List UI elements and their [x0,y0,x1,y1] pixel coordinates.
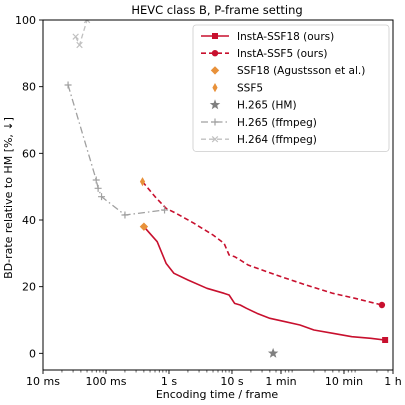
legend-box [192,24,390,152]
legend-entry-1: InstA-SSF5 (ours) [201,48,328,60]
legend-label-2: SSF18 (Agustsson et al.) [237,65,365,77]
chart-title: HEVC class B, P-frame setting [131,3,302,17]
legend: InstA-SSF18 (ours) InstA-SSF5 (ours) SSF18… [192,24,390,152]
legend-label-5: H.265 (ffmpeg) [237,117,317,129]
legend-label-6: H.264 (ffmpeg) [237,134,317,146]
data-point-5-2 [94,184,102,192]
legend-marker-4 [209,99,221,110]
x-axis-label: Encoding time / frame [156,388,279,401]
y-axis-label: BD-rate relative to HM [%, ↓] [2,117,15,279]
legend-entry-3: SSF5 [212,82,263,94]
data-point-4-0 [267,347,279,358]
series-end-marker-1 [378,301,386,309]
legend-entry-0: InstA-SSF18 (ours) [201,31,334,43]
data-point-5-3 [98,193,106,201]
legend-label-3: SSF5 [237,82,263,94]
series-end-marker-0 [382,337,389,343]
data-point-6-0 [72,33,79,40]
legend-marker-5 [211,118,219,126]
data-point-5-5 [161,206,169,214]
series-line-1 [141,181,383,306]
y-tick-label-0: 0 [29,347,36,360]
data-point-2-0 [139,222,149,231]
data-point-6-1 [76,41,83,49]
x-tick-label-0: 10 ms [26,375,60,388]
legend-marker-6 [211,135,219,143]
legend-marker-1 [211,50,219,57]
legend-label-4: H.265 (HM) [237,100,297,112]
x-tick-label-2: 1 s [161,375,177,388]
legend-marker-2 [210,66,220,75]
legend-label-0: InstA-SSF18 (ours) [237,31,334,43]
legend-entry-2: SSF18 (Agustsson et al.) [210,65,365,77]
x-tick-label-3: 10 s [220,375,243,388]
x-tick-label-1: 100 ms [86,375,127,388]
y-tick-label-2: 40 [22,214,36,227]
legend-entry-4: H.265 (HM) [209,99,297,112]
series-line-5 [67,84,165,216]
y-tick-label-1: 20 [22,281,36,294]
legend-marker-0 [212,33,218,39]
legend-entry-6: H.264 (ffmpeg) [201,134,317,146]
y-tick-label-3: 60 [22,147,36,160]
y-tick-label-4: 80 [22,81,36,94]
y-tick-label-5: 100 [15,14,36,27]
legend-label-1: InstA-SSF5 (ours) [237,48,328,60]
data-point-5-4 [121,211,129,219]
x-tick-label-4: 1 min [265,375,296,388]
plot-area: 10 ms 100 ms 1 s 10 s 1 min 10 min 1 h 0 20 40 60 8… [15,14,402,388]
x-tick-label-6: 1 h [384,375,401,388]
legend-marker-3 [212,83,218,93]
data-point-5-0 [64,81,72,89]
data-point-5-1 [92,176,100,184]
legend-entry-5: H.265 (ffmpeg) [201,117,317,129]
series-layer [64,20,389,358]
x-tick-label-5: 10 min [325,375,363,388]
series-line-6 [75,20,88,46]
series-line-0 [143,226,386,341]
data-point-6-2 [83,20,91,24]
data-point-3-0 [139,177,146,187]
